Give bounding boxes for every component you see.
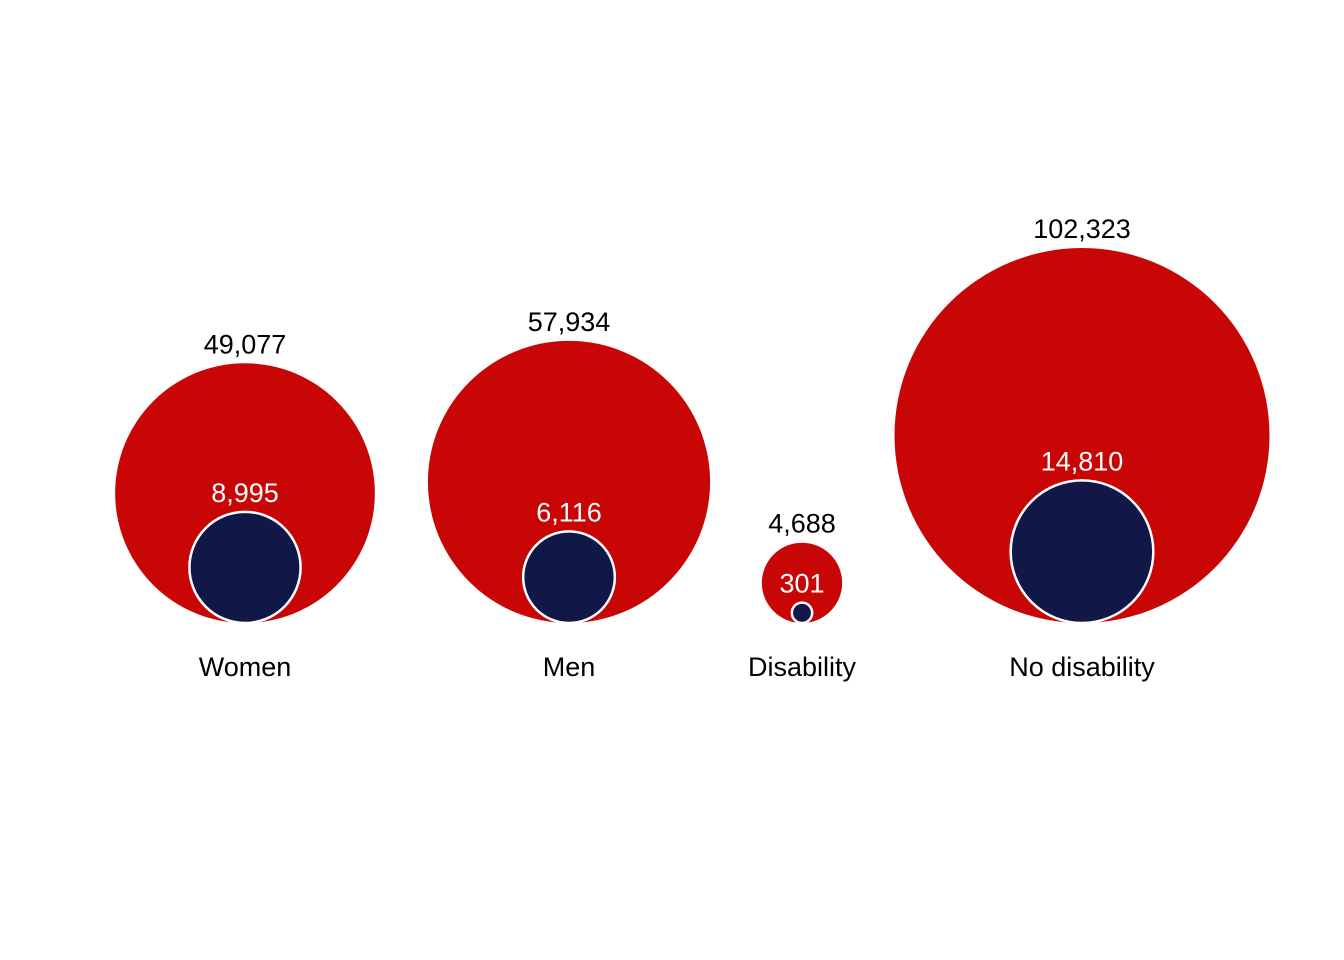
subset-label-no-disability: 14,810 [1041, 446, 1124, 476]
bubble-total-men [427, 340, 711, 623]
category-label-women: Women [199, 652, 292, 682]
subset-label-men: 6,116 [536, 497, 602, 527]
bubble-total-disability [761, 542, 843, 624]
total-label-women: 49,077 [204, 329, 287, 359]
total-label-no-disability: 102,323 [1033, 214, 1131, 244]
bubble-subset-women [188, 510, 302, 625]
category-label-men: Men [543, 652, 596, 682]
bubble-total-no-disability [894, 248, 1270, 623]
bubble-subset-no-disability [1009, 479, 1155, 625]
category-label-no-disability: No disability [1009, 652, 1155, 682]
subset-label-women: 8,995 [211, 478, 279, 508]
bubble-total-women [115, 363, 375, 623]
subset-label-disability: 301 [779, 569, 824, 599]
bubble-subset-disability [790, 601, 814, 625]
total-label-men: 57,934 [528, 307, 611, 337]
total-label-disability: 4,688 [768, 509, 836, 539]
bubble-subset-men [521, 530, 617, 625]
category-label-disability: Disability [748, 652, 857, 682]
